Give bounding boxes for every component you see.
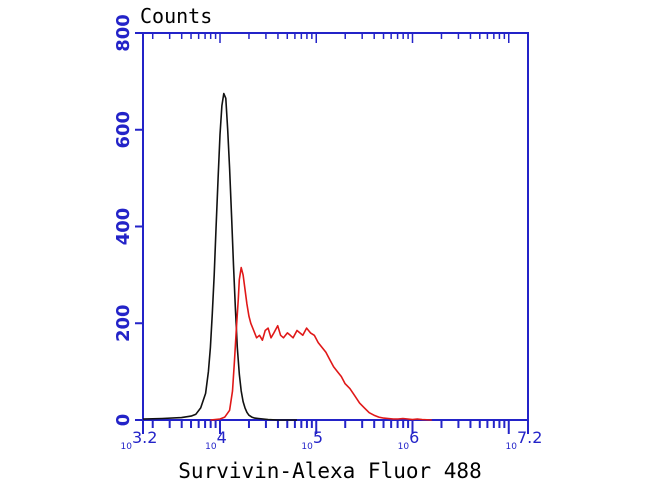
- x-axis-label: Survivin-Alexa Fluor 488: [178, 459, 481, 483]
- y-tick-label: 800: [113, 14, 134, 52]
- x-tick-label: 104: [205, 428, 227, 452]
- x-tick-label: 107.2: [506, 428, 543, 452]
- survivin-histogram-line: [210, 266, 432, 421]
- y-tick-label: 0: [113, 414, 134, 427]
- x-tick-label: 106: [398, 428, 420, 452]
- y-tick-label: 600: [113, 111, 134, 149]
- x-tick-label: 105: [301, 428, 323, 452]
- x-tick-label: 103.2: [121, 428, 158, 452]
- y-axis-label: Counts: [140, 4, 212, 28]
- y-tick-label: 400: [113, 208, 134, 246]
- control-histogram-line: [142, 92, 297, 421]
- y-tick-label: 200: [113, 304, 134, 342]
- plot-frame: [142, 32, 529, 421]
